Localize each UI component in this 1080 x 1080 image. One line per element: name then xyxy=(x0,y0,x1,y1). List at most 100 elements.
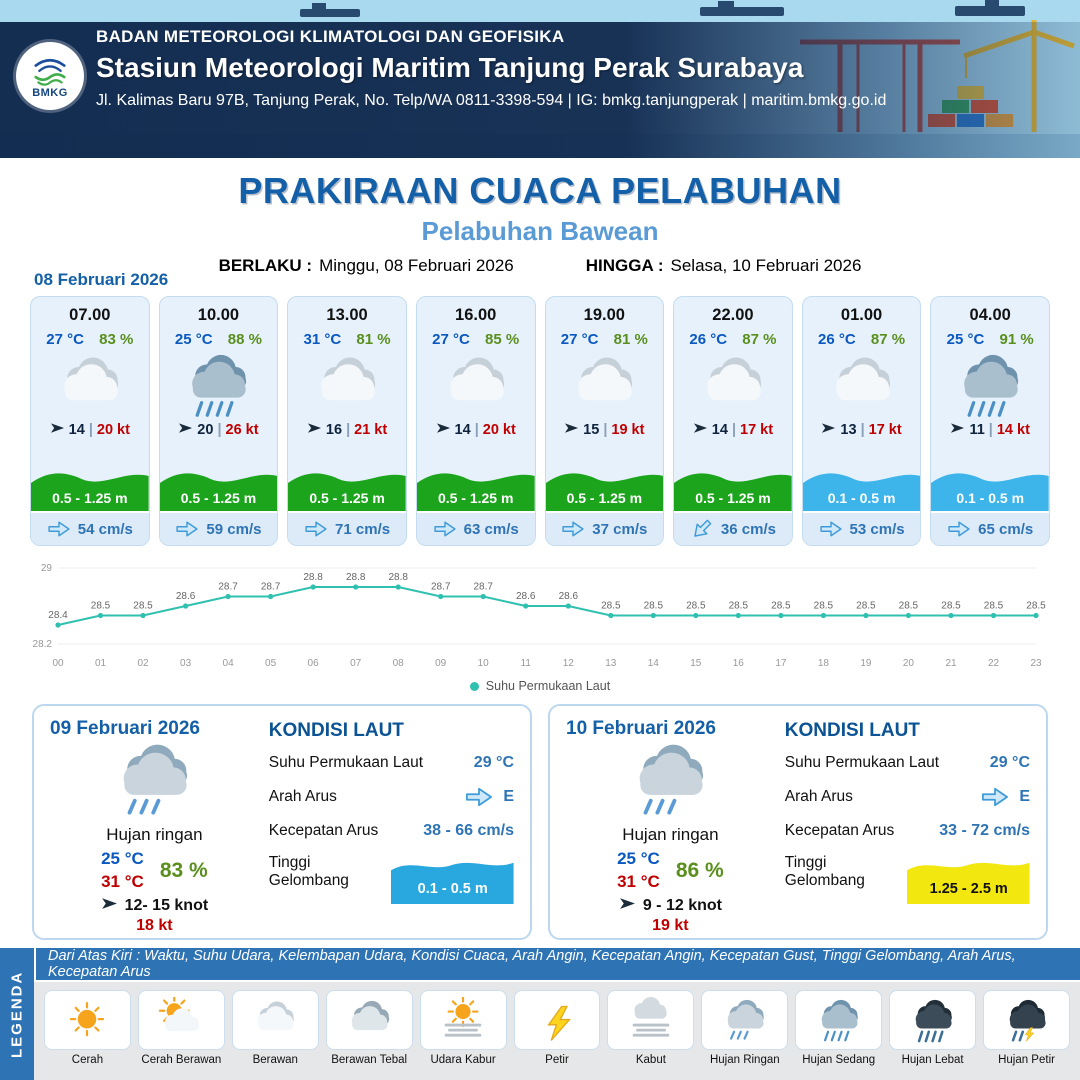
legend-item: Berawan xyxy=(231,990,319,1066)
wind-speed-value: 13 xyxy=(840,422,857,438)
current-direction-icon xyxy=(980,786,1010,808)
daily-date: 10 Februari 2026 xyxy=(566,718,716,739)
legend-item: Hujan Lebat xyxy=(889,990,977,1066)
wave-height-band: 0.1 - 0.5 m xyxy=(931,467,1049,511)
weather-icon xyxy=(417,348,535,422)
legend-item-label: Petir xyxy=(545,1054,569,1066)
sst-row: Suhu Permukaan Laut 29 °C xyxy=(269,754,514,772)
wind-gust-separator: | xyxy=(474,422,479,438)
current-direction-row: Arah Arus E xyxy=(785,786,1030,808)
current-direction-label: Arah Arus xyxy=(268,788,337,805)
legend-weather-icon xyxy=(419,990,507,1050)
hourly-card: 22.00 26 °C 87 % 14 | 17 kt 0.5 - 1.25 m… xyxy=(673,296,793,546)
current-speed-row: Kecepatan Arus 38 - 66 cm/s xyxy=(269,822,514,840)
svg-text:28.5: 28.5 xyxy=(91,601,111,612)
current-direction-icon xyxy=(819,520,843,538)
header-banner: BMKG BADAN METEOROLOGI KLIMATOLOGI DAN G… xyxy=(0,0,1080,158)
daily-gust: 18 kt xyxy=(136,917,173,934)
current-direction-icon xyxy=(687,514,717,544)
wind-row: 15 | 19 kt xyxy=(546,422,664,438)
legend-item-label: Berawan xyxy=(252,1054,298,1066)
wind-gust-separator: | xyxy=(731,422,736,438)
time-label: 07.00 xyxy=(69,306,111,324)
svg-text:15: 15 xyxy=(690,658,702,669)
legend-item: Berawan Tebal xyxy=(325,990,413,1066)
weather-icon xyxy=(546,348,664,422)
wind-direction-icon xyxy=(307,422,322,438)
temp-humidity-row: 25 °C 91 % xyxy=(931,331,1049,348)
sst-label: Suhu Permukaan Laut xyxy=(268,754,424,771)
sea-conditions: KONDISI LAUT Suhu Permukaan Laut 29 °C A… xyxy=(775,718,1030,926)
wind-direction-icon xyxy=(50,422,65,438)
current-speed-label: Kecepatan Arus xyxy=(268,822,379,839)
svg-text:19: 19 xyxy=(860,658,872,669)
humidity-value: 81 % xyxy=(356,331,391,348)
current-direction-label: Arah Arus xyxy=(784,788,853,805)
hourly-card: 04.00 25 °C 91 % 11 | 14 kt 0.1 - 0.5 m … xyxy=(930,296,1050,546)
current-row: 36 cm/s xyxy=(674,511,792,545)
wind-gust-separator: | xyxy=(988,422,993,438)
wind-direction-icon xyxy=(693,422,708,438)
wave-height-band: 0.5 - 1.25 m xyxy=(288,467,406,511)
logo-text: BMKG xyxy=(32,86,68,99)
chart-legend-label: Suhu Permukaan Laut xyxy=(485,679,611,693)
gust-value: 19 kt xyxy=(611,422,645,438)
sst-value: 29 °C xyxy=(473,754,514,771)
current-speed-label: Kecepatan Arus xyxy=(784,822,895,839)
wave-height-value: 0.5 - 1.25 m xyxy=(566,490,643,506)
svg-text:11: 11 xyxy=(521,658,532,669)
daily-wind: 12- 15 knot xyxy=(101,897,208,915)
svg-text:02: 02 xyxy=(137,658,149,669)
legend-item: Hujan Sedang xyxy=(795,990,883,1066)
current-speed-value: 38 - 66 cm/s xyxy=(423,822,514,839)
current-direction-value: E xyxy=(1019,788,1030,805)
wind-speed-value: 14 xyxy=(68,422,85,438)
wind-row: 14 | 17 kt xyxy=(674,422,792,438)
gust-value: 14 kt xyxy=(996,422,1030,438)
wave-shape xyxy=(931,473,1049,511)
temp-humidity-row: 27 °C 85 % xyxy=(417,331,535,348)
svg-text:28.6: 28.6 xyxy=(559,591,579,602)
daily-humidity: 86 % xyxy=(675,858,724,882)
svg-text:00: 00 xyxy=(52,658,64,669)
legend-item: Cerah Berawan xyxy=(137,990,225,1066)
sst-label: Suhu Permukaan Laut xyxy=(784,754,940,771)
daily-condition: Hujan ringan xyxy=(622,825,719,844)
weather-icon xyxy=(931,348,1049,422)
hourly-row: 07.00 27 °C 83 % 14 | 20 kt 0.5 - 1.25 m… xyxy=(30,296,1050,546)
current-speed-value: 59 cm/s xyxy=(206,520,262,538)
legend-items: Cerah Cerah Berawan Berawan Berawan Teba… xyxy=(34,982,1080,1080)
wave-height-value: 0.1 - 0.5 m xyxy=(956,490,1025,506)
humidity-value: 88 % xyxy=(227,331,262,348)
svg-text:28.5: 28.5 xyxy=(814,601,834,612)
svg-text:28.5: 28.5 xyxy=(686,601,706,612)
daily-section: 09 Februari 2026 Hujan ringan 25 °C 31 °… xyxy=(0,696,1080,940)
svg-text:29: 29 xyxy=(41,563,53,574)
hourly-card: 01.00 26 °C 87 % 13 | 17 kt 0.1 - 0.5 m … xyxy=(801,296,922,546)
legend-item-label: Kabut xyxy=(635,1054,666,1066)
temperature-value: 25 °C xyxy=(174,331,213,348)
legend-weather-icon xyxy=(889,990,977,1050)
legend-weather-icon xyxy=(607,990,695,1050)
daily-condition: Hujan ringan xyxy=(106,825,203,844)
svg-text:28.8: 28.8 xyxy=(303,572,323,583)
svg-text:01: 01 xyxy=(95,658,107,669)
svg-text:28.5: 28.5 xyxy=(941,601,961,612)
station-address: Jl. Kalimas Baru 97B, Tanjung Perak, No.… xyxy=(96,92,887,109)
time-label: 10.00 xyxy=(197,306,240,324)
daily-temps: 25 °C 31 °C 83 % xyxy=(101,849,208,892)
legend-weather-icon xyxy=(44,990,131,1050)
svg-text:12: 12 xyxy=(563,658,575,669)
svg-text:14: 14 xyxy=(648,658,660,669)
legend-item-label: Hujan Petir xyxy=(998,1054,1055,1066)
temperature-value: 27 °C xyxy=(432,331,470,348)
wind-direction-icon xyxy=(178,422,193,438)
legend-side-label: LEGENDA xyxy=(0,948,34,1080)
svg-text:13: 13 xyxy=(605,658,617,669)
humidity-value: 91 % xyxy=(999,331,1034,348)
current-speed-row: Kecepatan Arus 33 - 72 cm/s xyxy=(785,822,1030,840)
svg-text:28.2: 28.2 xyxy=(33,639,53,650)
svg-text:28.6: 28.6 xyxy=(176,591,196,602)
port-name: Pelabuhan Bawean xyxy=(421,216,659,246)
time-label: 22.00 xyxy=(712,306,754,324)
